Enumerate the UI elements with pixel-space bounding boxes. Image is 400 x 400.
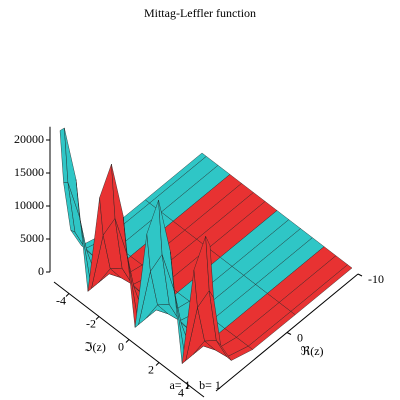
z-tick-label: 5000 (20, 231, 44, 245)
chart-title: Mittag-Leffler function (144, 6, 256, 20)
y-tick-label: 4 (178, 385, 184, 399)
x-tick (357, 273, 363, 277)
z-tick-label: 10000 (14, 198, 44, 212)
annotation: b= 1 (199, 378, 221, 392)
z-tick-label: 15000 (14, 165, 44, 179)
y-tick (185, 385, 190, 389)
x-tick (286, 332, 292, 335)
x-tick-label: 0 (297, 330, 303, 344)
y-tick-label: -2 (86, 316, 96, 330)
z-tick-label: 20000 (14, 132, 44, 146)
y-axis-label: ℑ(z) (84, 340, 106, 354)
y-tick-label: 0 (118, 339, 124, 353)
y-tick-label: 2 (148, 362, 154, 376)
annotation: a= 1 (169, 378, 190, 392)
y-tick (155, 362, 160, 366)
surface-patch (205, 236, 214, 298)
x-tick-label: -10 (368, 272, 384, 286)
x-axis-label: ℜ(z) (300, 344, 323, 358)
y-tick (125, 339, 130, 343)
z-tick-label: 0 (38, 264, 44, 278)
y-tick (95, 316, 100, 320)
y-tick (65, 293, 70, 297)
y-tick-label: -4 (56, 293, 66, 307)
